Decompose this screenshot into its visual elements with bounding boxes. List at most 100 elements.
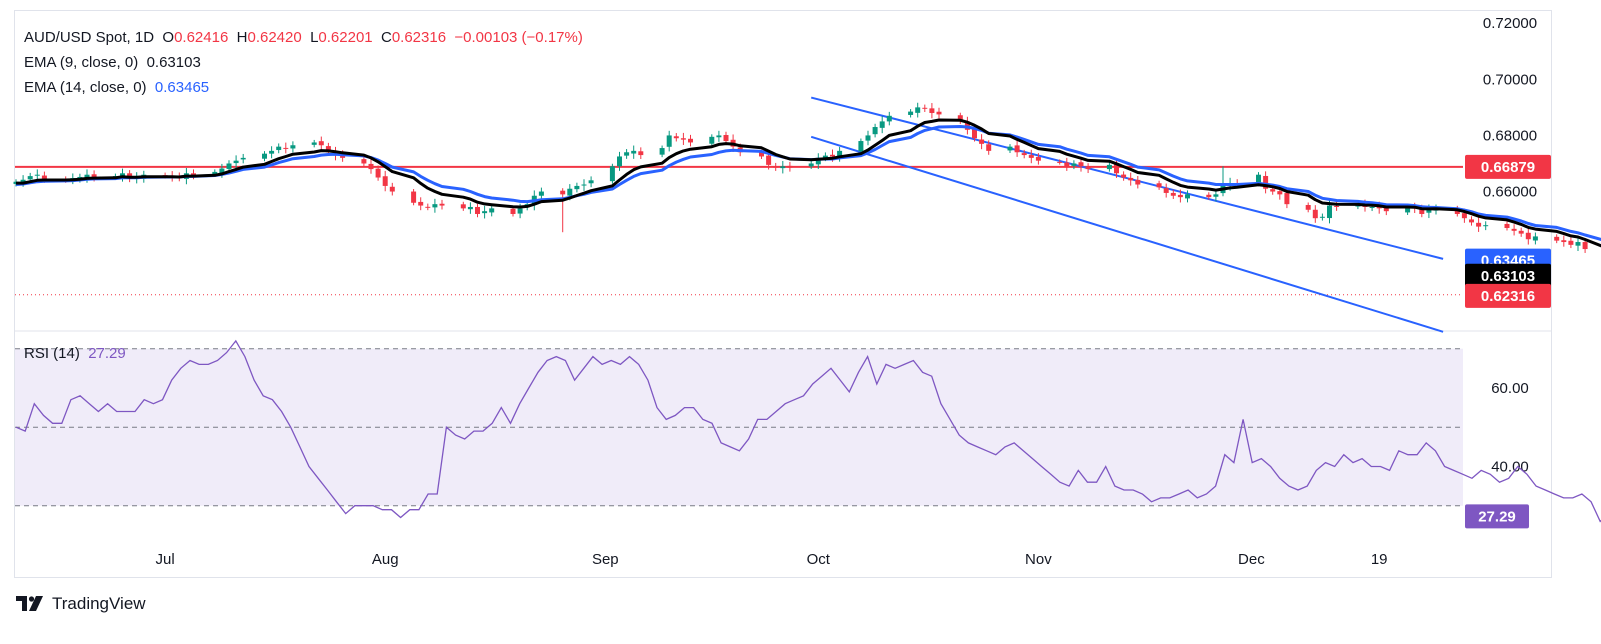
candle-body [673,136,679,139]
candle-body [567,188,573,196]
candle-body [361,159,367,164]
candle-body [482,211,488,214]
candle-body [1469,219,1474,223]
candle [1561,235,1567,247]
candle-body [1014,145,1020,153]
candle-body [91,174,97,178]
candle-body [915,107,921,113]
channel-lower-line [810,135,1444,333]
candle [418,197,424,211]
candle [439,199,445,210]
candle-body [1156,183,1162,188]
candle-body [1170,192,1176,196]
candle-body [879,121,885,128]
candle [560,188,566,233]
candle-body [929,108,935,113]
candle [979,134,985,150]
candle-body [815,157,821,165]
candle-body [922,107,928,109]
high-value: 0.62420 [247,29,302,46]
candle-body [1028,155,1034,158]
candle [389,182,395,196]
candle-body [1383,207,1389,212]
candle [915,102,921,118]
candle [425,203,431,211]
candle-body [311,142,317,145]
candle-body [1483,225,1489,227]
candle-body [1177,194,1183,198]
candle [1532,232,1538,245]
candle-body [120,173,125,177]
chart-frame [14,10,1552,578]
candle [1575,236,1581,252]
x-axis-tick-3: Oct [807,551,831,568]
candle-body [432,204,438,208]
candle-body [489,208,495,213]
candle [886,111,892,126]
candle-body [1021,153,1027,156]
candle [262,151,267,162]
candle-body [460,204,466,209]
symbol-label: AUD/USD Spot, 1D [24,29,155,46]
candle [1007,144,1013,153]
candle-body [20,179,26,183]
candle-body [382,176,388,186]
change-value: −0.00103 (−0.17%) [454,29,583,46]
candle [1554,234,1560,244]
candle [1511,224,1517,236]
rsi-axis-tick-1: 40.00 [1491,458,1529,475]
candle-body [1568,240,1574,245]
resistance-badge-bg [1465,154,1551,179]
candle-body [1106,164,1112,170]
ema14-label: EMA (14, close, 0) [24,79,147,96]
candle [1568,237,1574,249]
rsi-value: 27.29 [88,345,126,362]
candle-body [908,111,914,115]
candle-body [467,206,473,210]
x-axis-tick-0: Jul [156,551,175,568]
candle-body [773,166,779,168]
candle-body [1035,157,1041,161]
candle [276,143,282,154]
candle-body [1128,177,1134,181]
candle [269,146,275,159]
ema9-badge-bg [1465,263,1551,288]
rsi-line [15,339,1601,523]
candle-body [325,146,331,153]
candle-body [1554,236,1560,241]
tradingview-logo[interactable]: TradingView [16,594,146,614]
candle-body [1284,193,1290,205]
candle [1021,149,1027,159]
price-axis-tick-1: 0.70000 [1483,71,1537,88]
candle [1504,221,1510,231]
candle [872,123,878,138]
candle [659,145,665,158]
candle-body [631,150,637,154]
candle [311,139,317,148]
candle-body [780,166,786,169]
candle-body [226,163,232,169]
x-axis-tick-2: Sep [592,551,619,568]
rsi-axis-tick-0: 60.00 [1491,380,1529,397]
close-value: 0.62316 [391,29,447,46]
candle-body [588,180,594,184]
candle-body [787,165,793,168]
candle-body [368,163,374,170]
candle-body [837,150,843,158]
candle [368,159,374,174]
candle-body [1561,240,1567,243]
candle [1064,157,1070,171]
high-label: H [236,29,248,46]
candle-body [936,111,942,115]
candle-body [1007,146,1013,151]
candle-body [666,135,672,147]
candle [688,134,693,147]
candle-body [1078,162,1084,167]
candle [1319,213,1325,221]
candle-body [808,163,814,167]
candle-body [858,141,864,152]
candle-body [1312,209,1318,219]
candle-body [1334,205,1340,207]
candle [375,165,381,181]
